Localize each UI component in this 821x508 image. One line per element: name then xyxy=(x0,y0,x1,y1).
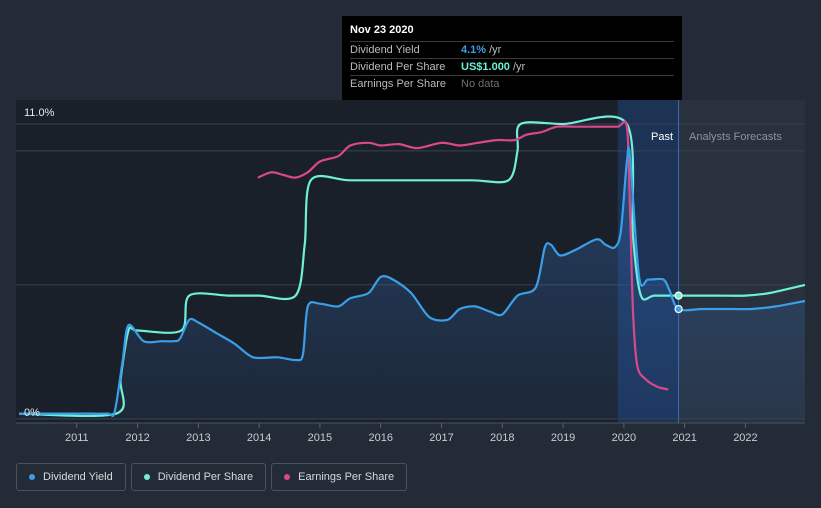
tooltip-row-dividend-per-share: Dividend Per Share US$1.000 /yr xyxy=(350,58,674,75)
legend-dot-icon xyxy=(29,474,35,480)
legend-item-dividend-per-share[interactable]: Dividend Per Share xyxy=(130,463,267,491)
tooltip-value: No data xyxy=(461,78,500,90)
x-tick-label: 2017 xyxy=(429,432,453,444)
x-tick-label: 2014 xyxy=(247,432,271,444)
tooltip-row-dividend-yield: Dividend Yield 4.1% /yr xyxy=(350,41,674,58)
x-tick-label: 2011 xyxy=(65,432,89,444)
x-axis-ticks: 2011 2012 2013 2014 2015 2016 2017 2018 2019 2020… xyxy=(65,423,758,444)
x-tick-label: 2015 xyxy=(308,432,332,444)
series-lines xyxy=(18,115,806,418)
tooltip: Nov 23 2020 Dividend Yield 4.1% /yr Divi… xyxy=(342,16,682,100)
tooltip-label: Earnings Per Share xyxy=(350,78,446,90)
tooltip-row-earnings-per-share: Earnings Per Share No data xyxy=(350,75,674,92)
series-line-dividend-yield xyxy=(18,146,806,418)
chart-legend: Dividend Yield Dividend Per Share Earnin… xyxy=(16,463,408,491)
x-tick-label: 2012 xyxy=(125,432,149,444)
hover-markers xyxy=(674,291,683,314)
series-line-earnings-per-share xyxy=(257,120,669,391)
x-tick-label: 2018 xyxy=(490,432,514,444)
tooltip-date: Nov 23 2020 xyxy=(350,24,414,36)
tooltip-value: 4.1% xyxy=(461,44,487,56)
x-tick-label: 2016 xyxy=(368,432,392,444)
tooltip-unit: /yr xyxy=(512,61,526,73)
tooltip-value: US$1.000 xyxy=(461,61,510,73)
legend-dot-icon xyxy=(143,474,150,480)
hover-marker-dividend-yield xyxy=(674,304,683,314)
series-line-dividend-per-share xyxy=(18,115,806,418)
legend-item-dividend-yield[interactable]: Dividend Yield xyxy=(16,463,126,491)
dividend-yield-area xyxy=(19,147,805,420)
legend-label: Dividend Yield xyxy=(43,471,113,483)
y-axis-min-label: 0% xyxy=(24,407,40,419)
y-axis-max-label: 11.0% xyxy=(24,107,55,119)
hover-marker-dividend-per-share xyxy=(674,291,683,300)
x-tick-label: 2022 xyxy=(733,432,757,444)
tooltip-label: Dividend Yield xyxy=(350,44,420,56)
x-tick-label: 2021 xyxy=(672,432,696,444)
x-tick-label: 2020 xyxy=(612,432,636,444)
x-tick-label: 2013 xyxy=(186,432,210,444)
legend-item-earnings-per-share[interactable]: Earnings Per Share xyxy=(271,463,408,491)
tooltip-unit: /yr xyxy=(489,44,502,56)
tooltip-label: Dividend Per Share xyxy=(350,61,446,73)
legend-dot-icon xyxy=(284,474,291,480)
x-tick-label: 2019 xyxy=(551,432,575,444)
legend-label: Earnings Per Share xyxy=(298,471,395,483)
region-forecast-label: Analysts Forecasts xyxy=(689,131,782,143)
legend-label: Dividend Per Share xyxy=(157,471,254,483)
region-past-label: Past xyxy=(651,131,673,143)
